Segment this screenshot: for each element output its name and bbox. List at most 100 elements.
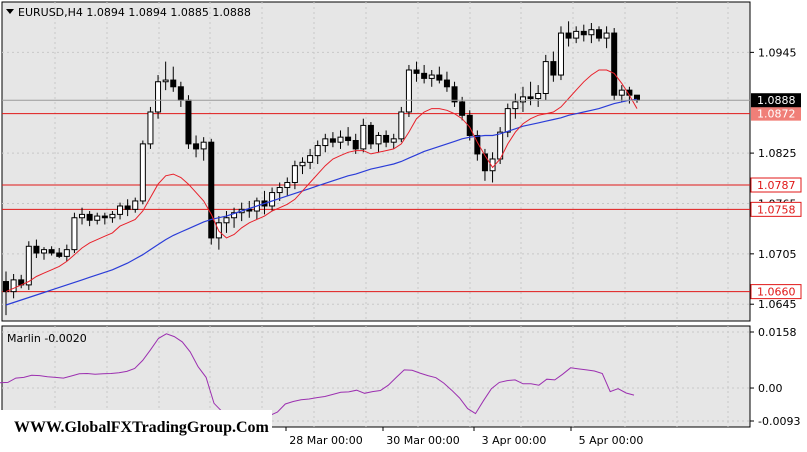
candle (48, 246, 55, 256)
candle (588, 22, 595, 44)
candle-body-bear (124, 205, 131, 210)
candle (451, 81, 458, 107)
candle (466, 110, 473, 141)
candle (398, 106, 405, 143)
time-tick-label: 3 Apr 00:00 (482, 434, 547, 447)
candle-body-bull (200, 141, 207, 150)
price-tick-label: 1.0705 (758, 248, 797, 261)
candle (474, 130, 481, 161)
candle-body-bear (466, 114, 473, 136)
candle-body-bear (421, 72, 428, 79)
candle (436, 66, 443, 84)
candle (94, 212, 101, 225)
candle (337, 130, 344, 149)
level-tags: 1.0872 1.0787 1.0758 1.0660 1.0888 (750, 93, 802, 300)
candle (383, 130, 390, 148)
candle-body-bear (329, 138, 336, 143)
candle-body-bear (86, 213, 93, 221)
candle-body-bull (94, 215, 101, 221)
candle (231, 207, 238, 228)
indicator-axis: 0.0158 0.00 -0.0093 (750, 326, 800, 428)
candle-body-bull (390, 138, 397, 143)
candle-body-bull (322, 138, 329, 147)
current-price-label: 1.0888 (757, 94, 796, 107)
watermark: WWW.GlobalFXTradingGroup.Com (0, 410, 272, 452)
candle-body-bull (542, 61, 549, 95)
candle (246, 200, 253, 218)
candle-body-bear (474, 134, 481, 155)
candle (155, 75, 162, 119)
candle-body-bear (56, 252, 63, 257)
candle-body-bull (519, 96, 526, 103)
candle (595, 26, 602, 42)
candle (79, 207, 86, 225)
candle-body-bull (398, 111, 405, 140)
candle-body-bull (117, 205, 124, 215)
candle-body-bull (63, 249, 70, 257)
candle (124, 199, 131, 217)
candle (542, 54, 549, 101)
level-tag-label: 1.0787 (757, 179, 796, 192)
candle (413, 61, 420, 82)
candle-body-bear (481, 153, 488, 172)
candle (208, 138, 215, 245)
candle (170, 66, 177, 92)
candle (101, 212, 108, 225)
candle (512, 93, 519, 119)
candle (527, 81, 534, 106)
candle-body-bull (10, 279, 17, 293)
indicator-tick-label: 0.0158 (758, 326, 797, 339)
level-tag (750, 201, 802, 217)
indicator-grid (2, 326, 750, 427)
candle-body-bear (459, 101, 466, 116)
candle (71, 212, 78, 254)
current-price-tag (751, 93, 801, 108)
candle-body-bear (185, 99, 192, 145)
candle-body-bear (413, 69, 420, 74)
candle (565, 21, 572, 47)
candle-body-bear (246, 208, 253, 212)
candle (86, 211, 93, 227)
candle-body-bear (383, 134, 390, 143)
candle-body-bull (284, 181, 291, 189)
candle (618, 85, 625, 102)
candle-body-bear (48, 249, 55, 254)
candle-body-bull (618, 89, 625, 96)
ma-fast-line (5, 69, 638, 293)
candle-body-bull (504, 108, 511, 133)
candle-body-bull (147, 111, 154, 145)
candle (284, 177, 291, 196)
triangle-down-icon[interactable] (6, 9, 14, 14)
price-tick-label: 1.0945 (758, 46, 797, 59)
symbol-header: EURUSD,H4 1.0894 1.0894 1.0885 1.0888 (6, 6, 251, 19)
candle (603, 26, 610, 49)
candle (33, 239, 40, 259)
price-plot-area[interactable] (1, 1, 751, 322)
candle-body-bull (314, 145, 321, 157)
candle (428, 69, 435, 87)
candle (322, 133, 329, 153)
candle-body-bear (170, 79, 177, 88)
candle (573, 26, 580, 44)
candle-body-bear (3, 281, 9, 293)
indicator-tick-label: 0.00 (758, 382, 783, 395)
candle (185, 95, 192, 149)
candle (291, 160, 298, 190)
candle-body-bull (307, 155, 314, 163)
candle-body-bull (162, 79, 169, 83)
candle (10, 273, 17, 299)
candle (299, 157, 306, 175)
candle-body-bull (276, 187, 283, 194)
candle (63, 244, 70, 262)
candle (519, 86, 526, 112)
candle (132, 197, 139, 213)
candle-body-bull (155, 81, 162, 113)
candle-body-bear (565, 32, 572, 39)
candle-body-bull (223, 217, 230, 224)
candle-body-bear (451, 86, 458, 103)
marlin-line (0, 333, 635, 424)
candle-body-bull (79, 213, 86, 219)
candle-body-bear (101, 215, 108, 219)
candle-body-bear (595, 29, 602, 39)
